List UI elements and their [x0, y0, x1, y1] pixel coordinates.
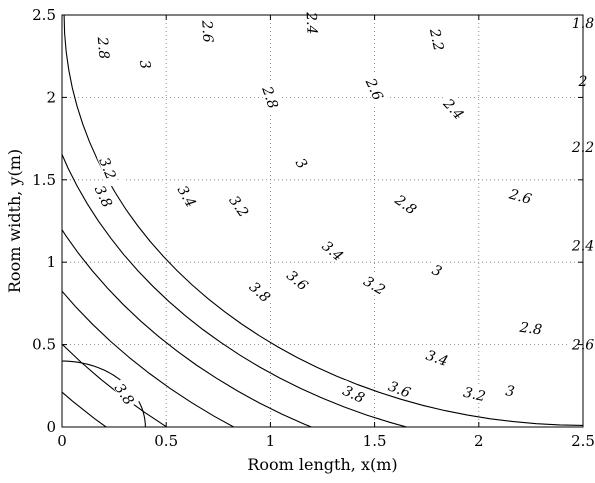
y-tick-label: 0.5: [32, 336, 56, 354]
contour-label: 2.6: [198, 19, 215, 43]
y-tick-label: 1.5: [32, 171, 56, 189]
contour-label-bg: [503, 380, 518, 398]
contour-label-bg: [421, 344, 454, 368]
contour-label: 3.6: [386, 379, 413, 402]
contour-line-3.8: [63, 15, 583, 426]
contour-label: 3: [136, 59, 153, 70]
x-axis-title: Room length, x(m): [247, 455, 397, 474]
contour-label-bg: [174, 179, 202, 212]
contour-label-bg: [318, 234, 350, 265]
contour-label-bg: [459, 382, 491, 403]
contour-label-bg: [260, 81, 284, 113]
y-axis-ticks: 0 0.5 1 1.5 2 2.5: [32, 6, 583, 436]
contour-label-bg: [505, 183, 537, 206]
x-tick-label: 0.5: [154, 432, 178, 450]
contour-label-bg: [138, 57, 156, 72]
contour-label-bg: [569, 137, 595, 153]
x-tick-label: 1: [266, 432, 276, 450]
contour-label-bg: [429, 259, 447, 279]
contour-label: 3.2: [95, 155, 118, 182]
y-tick-label: 0: [46, 418, 56, 436]
contour-line-3: [62, 343, 168, 427]
contour-label-bg: [439, 92, 470, 124]
contour-label-bg: [391, 188, 423, 218]
contour-label-bg: [293, 153, 313, 172]
x-tick-label: 0: [57, 432, 67, 450]
contour-label: 2.6: [506, 186, 533, 208]
contour-line-3.8: [62, 360, 146, 427]
contour-label-bg: [305, 8, 322, 38]
contour-label-bg: [363, 72, 389, 105]
contour-label-bg: [384, 375, 416, 400]
contour-label-bg: [245, 275, 277, 306]
contour-label: 2.4: [303, 11, 320, 35]
contour-label-bg: [96, 151, 122, 184]
contour-label-bg: [282, 264, 314, 294]
contour-label-bg: [226, 189, 255, 222]
contour-label: 2.2: [426, 26, 447, 52]
contour-label: 3: [504, 383, 515, 400]
contour-labels: 3.83.83.83.83.63.63.63.43.43.43.23.23.23…: [91, 8, 595, 409]
grid: [62, 15, 583, 427]
contour-label-bg: [96, 33, 114, 63]
x-tick-label: 2.5: [571, 432, 595, 450]
contour-label-bg: [569, 14, 595, 30]
contour-label-bg: [338, 379, 371, 406]
contour-label: 2.8: [94, 35, 112, 60]
contour-label-bg: [201, 17, 218, 46]
plot-frame: [61, 14, 584, 428]
y-tick-label: 2.5: [32, 6, 56, 24]
y-tick-label: 1: [46, 253, 56, 271]
y-axis-title: Room width, y(m): [5, 149, 24, 293]
contour-label-bg: [569, 335, 595, 351]
x-tick-label: 1.5: [363, 432, 387, 450]
contour-line-2.8: [62, 391, 108, 427]
contour-line-3.6: [62, 153, 409, 427]
contour-line-3.4: [62, 228, 313, 427]
x-axis-ticks: 0 0.5 1 1.5 2 2.5: [57, 15, 595, 450]
contour-label-bg: [569, 236, 595, 252]
contour-label: 3.4: [424, 348, 450, 370]
contour-label-bg: [359, 270, 392, 298]
contour-label-bg: [92, 179, 118, 212]
contour-label-bg: [516, 317, 546, 336]
contour-label: 2.8: [258, 84, 281, 111]
x-tick-label: 2: [474, 432, 484, 450]
contour-label: 3.2: [462, 385, 487, 406]
y-tick-label: 2: [46, 88, 56, 106]
contour-label: 2.8: [518, 320, 543, 339]
contour-label-bg: [111, 377, 140, 409]
contour-label-bg: [428, 24, 449, 55]
